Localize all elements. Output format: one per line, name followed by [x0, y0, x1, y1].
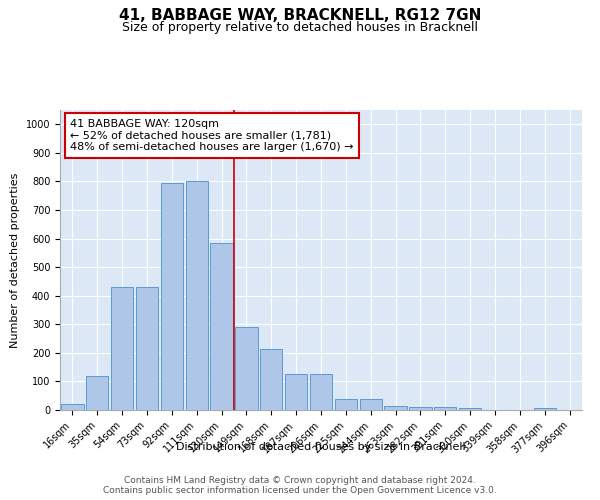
- Bar: [409, 407, 431, 410]
- Bar: [335, 398, 357, 410]
- Bar: [285, 374, 307, 410]
- Bar: [111, 287, 133, 410]
- Y-axis label: Number of detached properties: Number of detached properties: [10, 172, 20, 348]
- Bar: [61, 404, 83, 410]
- Bar: [310, 374, 332, 410]
- Bar: [185, 182, 208, 410]
- Text: Size of property relative to detached houses in Bracknell: Size of property relative to detached ho…: [122, 21, 478, 34]
- Bar: [161, 183, 183, 410]
- Text: 41, BABBAGE WAY, BRACKNELL, RG12 7GN: 41, BABBAGE WAY, BRACKNELL, RG12 7GN: [119, 8, 481, 22]
- Bar: [359, 398, 382, 410]
- Bar: [136, 287, 158, 410]
- Text: 41 BABBAGE WAY: 120sqm
← 52% of detached houses are smaller (1,781)
48% of semi-: 41 BABBAGE WAY: 120sqm ← 52% of detached…: [70, 119, 354, 152]
- Text: Distribution of detached houses by size in Bracknell: Distribution of detached houses by size …: [176, 442, 466, 452]
- Bar: [385, 406, 407, 410]
- Bar: [459, 408, 481, 410]
- Bar: [235, 327, 257, 410]
- Text: Contains HM Land Registry data © Crown copyright and database right 2024.
Contai: Contains HM Land Registry data © Crown c…: [103, 476, 497, 495]
- Bar: [260, 348, 283, 410]
- Bar: [211, 243, 233, 410]
- Bar: [86, 376, 109, 410]
- Bar: [533, 408, 556, 410]
- Bar: [434, 407, 457, 410]
